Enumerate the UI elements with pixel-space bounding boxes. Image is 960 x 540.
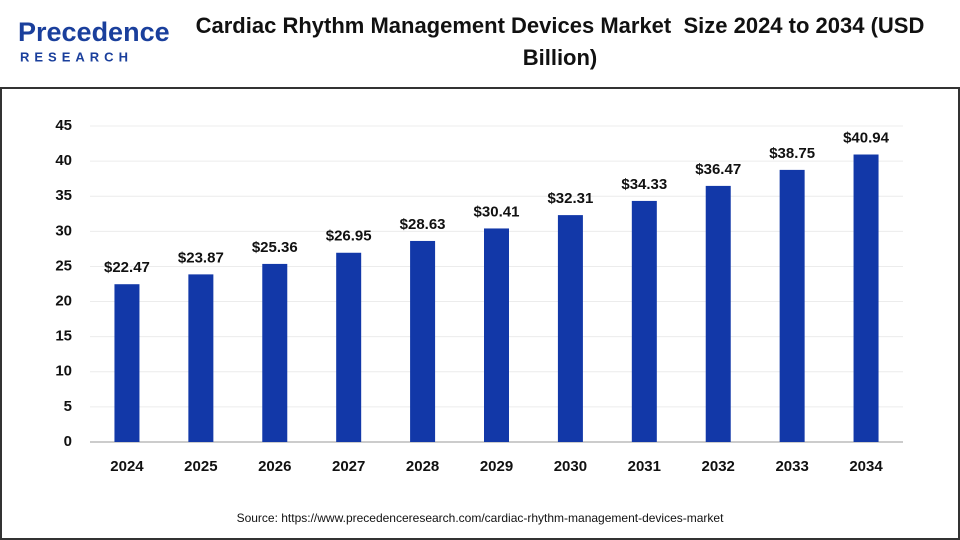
bar (779, 169, 805, 442)
x-tick-label: 2026 (258, 458, 291, 475)
y-tick-label: 0 (64, 433, 72, 450)
y-tick-label: 45 (55, 117, 72, 134)
logo-tagline: RESEARCH (20, 49, 133, 64)
x-tick-label: 2028 (406, 458, 439, 475)
y-tick-label: 15 (55, 328, 72, 345)
bar (114, 284, 140, 442)
bar (262, 263, 288, 442)
bar (484, 228, 509, 442)
value-label: $23.87 (178, 249, 224, 266)
chart-title: Cardiac Rhythm Management Devices Market… (195, 13, 931, 70)
y-tick-label: 10 (55, 363, 72, 380)
value-label: $25.36 (252, 239, 298, 256)
source: Source: https://www.precedenceresearch.c… (237, 511, 725, 525)
y-tick-label: 30 (55, 222, 72, 239)
x-tick-label: 2024 (110, 458, 144, 475)
x-tick-label: 2025 (184, 458, 217, 475)
value-label: $28.63 (400, 216, 446, 233)
y-tick-label: 25 (55, 257, 72, 274)
logo-name: Precedence (18, 17, 170, 47)
bar (853, 154, 879, 442)
x-tick-label: 2032 (702, 458, 735, 475)
y-tick-label: 35 (55, 187, 72, 204)
chart-frame (0, 87, 960, 540)
value-label: $30.41 (474, 203, 520, 220)
y-tick-label: 40 (55, 152, 72, 169)
bar (188, 274, 214, 442)
value-label: $34.33 (621, 176, 667, 193)
value-label: $26.95 (326, 228, 372, 245)
x-tick-label: 2034 (849, 458, 883, 475)
x-tick-label: 2033 (775, 458, 808, 475)
bar (557, 215, 583, 442)
bar (705, 185, 731, 443)
bar (631, 200, 657, 442)
x-tick-label: 2029 (480, 458, 513, 475)
x-tick-label: 2027 (332, 458, 365, 475)
y-tick-label: 20 (55, 293, 72, 310)
y-tick-label: 5 (64, 398, 72, 415)
value-label: $38.75 (769, 145, 815, 162)
value-label: $22.47 (104, 259, 150, 276)
x-tick-label: 2030 (554, 458, 587, 475)
x-tick-label: 2031 (628, 458, 661, 475)
bar (410, 240, 436, 442)
value-label: $36.47 (695, 161, 741, 178)
value-label: $40.94 (843, 129, 890, 146)
bar (336, 252, 362, 442)
value-label: $32.31 (547, 190, 593, 207)
